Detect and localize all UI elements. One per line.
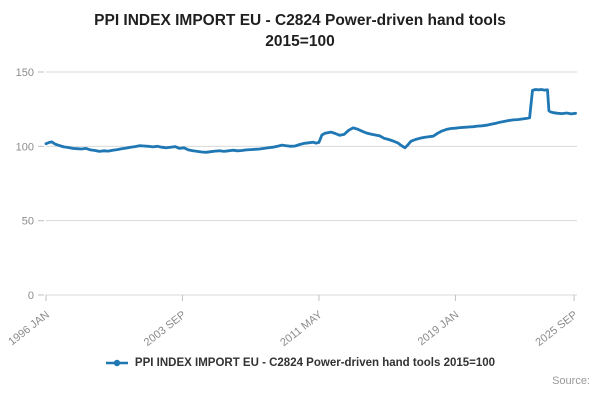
- svg-text:2019 JAN: 2019 JAN: [416, 309, 461, 348]
- svg-text:1996 JAN: 1996 JAN: [6, 309, 51, 348]
- legend-line-marker-icon: [105, 358, 129, 368]
- legend-item[interactable]: PPI INDEX IMPORT EU - C2824 Power-driven…: [105, 357, 495, 369]
- svg-text:100: 100: [16, 141, 34, 153]
- svg-text:2011 MAY: 2011 MAY: [278, 309, 325, 349]
- chart-title-line2: 2015=100: [265, 33, 335, 50]
- legend-label: PPI INDEX IMPORT EU - C2824 Power-driven…: [134, 357, 496, 369]
- chart-title-line1: PPI INDEX IMPORT EU - C2824 Power-driven…: [94, 12, 506, 29]
- svg-text:2003 SEP: 2003 SEP: [142, 309, 188, 349]
- chart-title: PPI INDEX IMPORT EU - C2824 Power-driven…: [0, 0, 600, 52]
- line-chart-plot-area: 0 50 100 150 1996 JAN 2003 SEP 2011 MAY 2019 JA…: [6, 67, 580, 349]
- svg-text:0: 0: [28, 290, 34, 302]
- source-label: Source:: [552, 375, 590, 387]
- svg-text:2025 SEP: 2025 SEP: [534, 309, 580, 349]
- legend: PPI INDEX IMPORT EU - C2824 Power-driven…: [0, 354, 600, 372]
- svg-text:150: 150: [16, 67, 34, 79]
- svg-text:50: 50: [22, 216, 34, 228]
